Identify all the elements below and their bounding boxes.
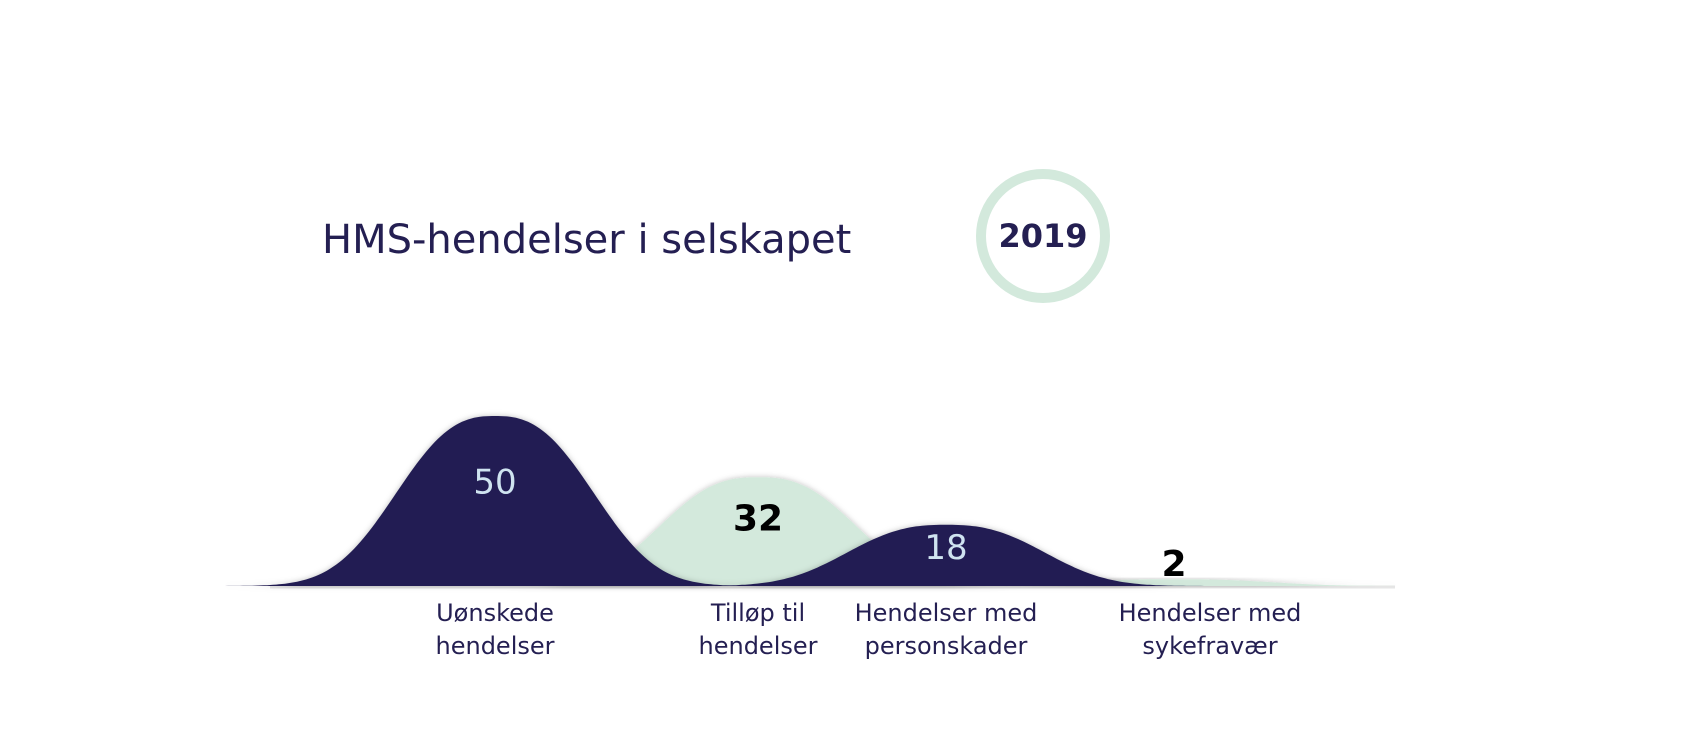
value-label: 32	[733, 499, 783, 540]
category-label: Tilløp til hendelser	[698, 599, 818, 660]
value-label: 50	[473, 463, 516, 503]
category-label: Uønskede hendelser	[435, 599, 555, 660]
chart-title: HMS-hendelser i selskapet	[322, 217, 851, 263]
mound	[898, 579, 1450, 586]
value-label: 18	[924, 528, 967, 568]
year: 2019	[998, 217, 1087, 255]
category-label: Hendelser med sykefravær	[1118, 599, 1302, 660]
category-label: Hendelser med personskader	[854, 599, 1038, 660]
mound	[482, 477, 1034, 586]
value-label: 2	[1161, 544, 1186, 585]
mound	[219, 416, 771, 586]
year-ring	[976, 169, 1110, 303]
mound	[670, 524, 1222, 586]
